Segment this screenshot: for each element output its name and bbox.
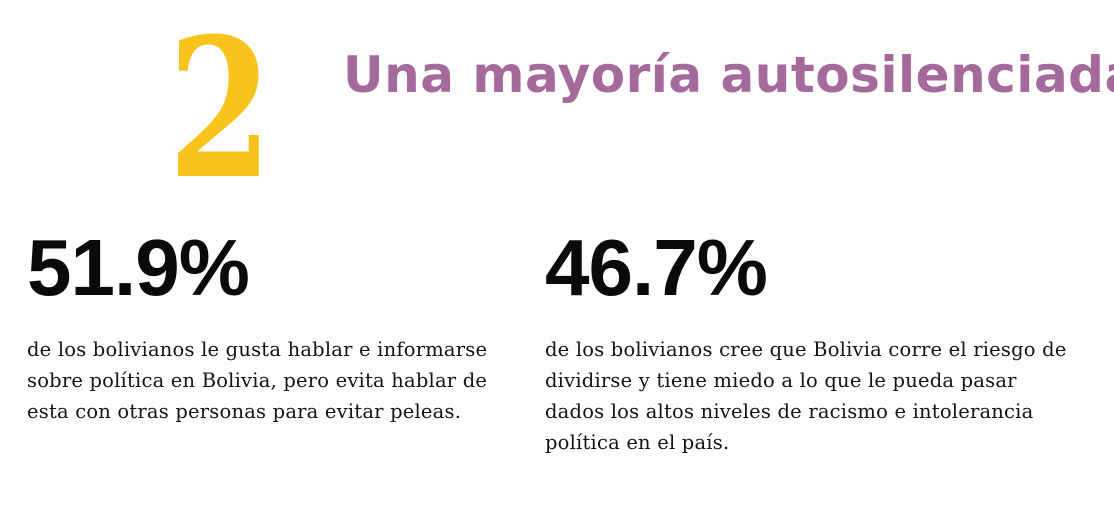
stat-description: de los bolivianos cree que Bolivia corre… xyxy=(545,338,1067,454)
stat-value: 46.7% xyxy=(545,223,768,312)
section-title: Una mayoría autosilenciada xyxy=(343,46,1114,104)
section-number: 2 xyxy=(168,0,272,222)
stat-block-right: 46.7% de los bolivianos cree que Bolivia… xyxy=(545,228,1075,458)
stat-block-left: 51.9% de los bolivianos le gusta hablar … xyxy=(27,228,517,427)
stat-value: 51.9% xyxy=(27,223,250,312)
stat-description: de los bolivianos le gusta hablar e info… xyxy=(27,338,488,423)
